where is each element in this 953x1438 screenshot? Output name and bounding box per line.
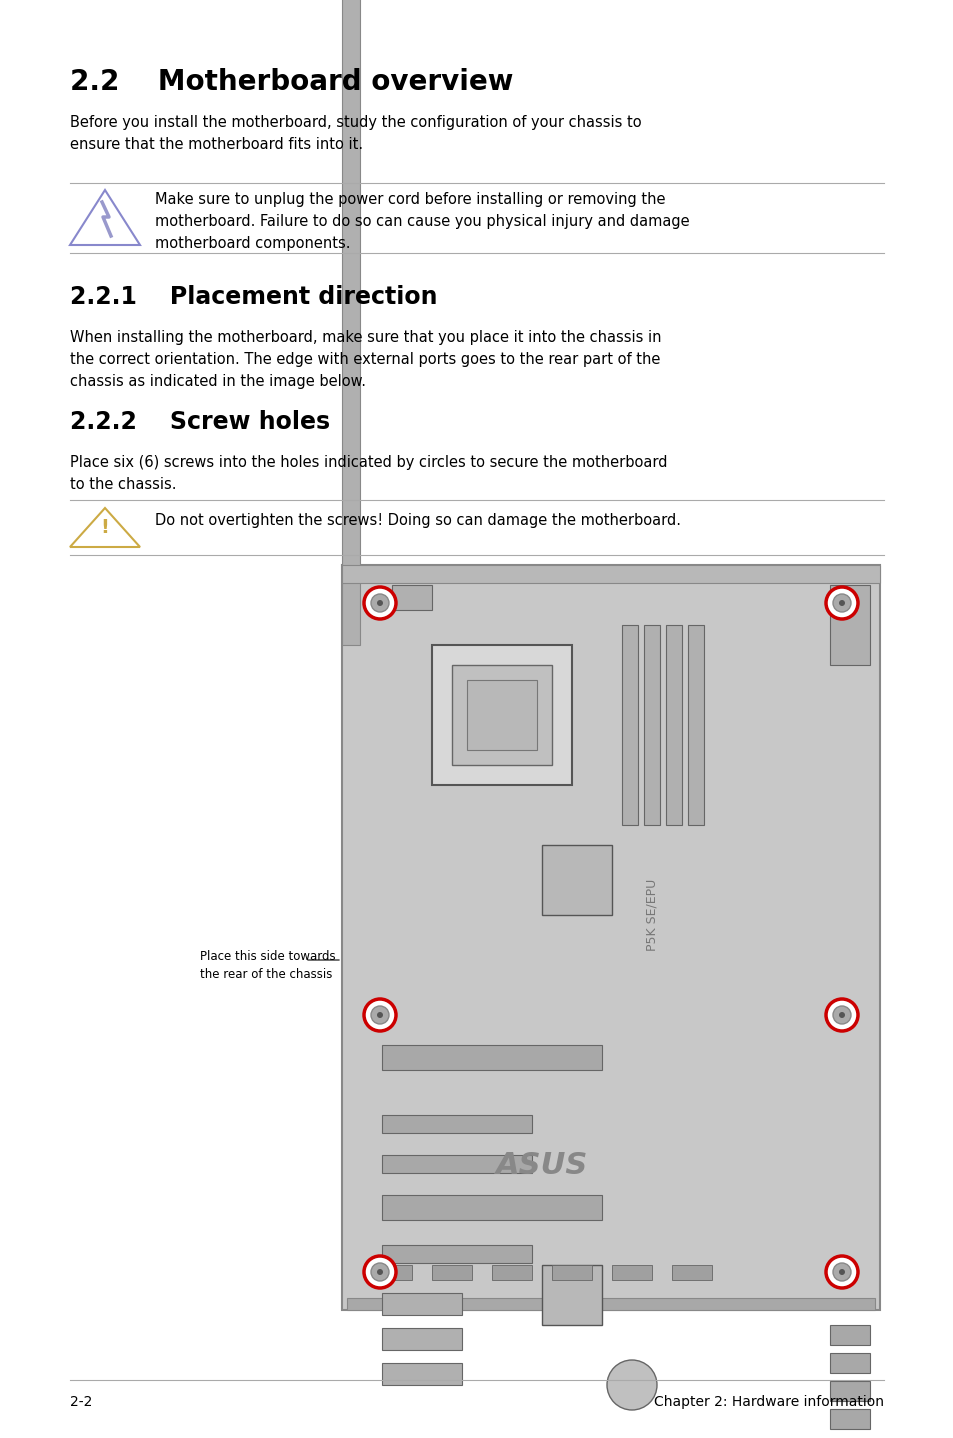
Circle shape	[838, 1012, 844, 1018]
FancyBboxPatch shape	[341, 565, 879, 582]
FancyBboxPatch shape	[381, 1155, 532, 1173]
Text: 2.2.1    Placement direction: 2.2.1 Placement direction	[70, 285, 437, 309]
Circle shape	[376, 1012, 382, 1018]
FancyBboxPatch shape	[552, 1265, 592, 1280]
FancyBboxPatch shape	[665, 626, 681, 825]
Text: !: !	[100, 518, 110, 536]
Circle shape	[376, 1268, 382, 1276]
Circle shape	[364, 1255, 395, 1288]
FancyBboxPatch shape	[671, 1265, 711, 1280]
Text: 2.2    Motherboard overview: 2.2 Motherboard overview	[70, 68, 513, 96]
FancyBboxPatch shape	[687, 626, 703, 825]
FancyBboxPatch shape	[492, 1265, 532, 1280]
Circle shape	[371, 1263, 389, 1281]
FancyBboxPatch shape	[381, 1195, 601, 1219]
FancyBboxPatch shape	[829, 1324, 869, 1345]
FancyBboxPatch shape	[829, 1353, 869, 1373]
FancyBboxPatch shape	[381, 1114, 532, 1133]
FancyBboxPatch shape	[372, 1265, 412, 1280]
Text: Before you install the motherboard, study the configuration of your chassis to
e: Before you install the motherboard, stud…	[70, 115, 641, 152]
Text: Chapter 2: Hardware information: Chapter 2: Hardware information	[654, 1395, 883, 1409]
FancyBboxPatch shape	[392, 585, 432, 610]
FancyBboxPatch shape	[829, 1380, 869, 1401]
FancyBboxPatch shape	[829, 1409, 869, 1429]
Circle shape	[832, 594, 850, 613]
Circle shape	[825, 999, 857, 1031]
Text: Do not overtighten the screws! Doing so can damage the motherboard.: Do not overtighten the screws! Doing so …	[154, 513, 680, 528]
Circle shape	[364, 587, 395, 618]
FancyBboxPatch shape	[643, 626, 659, 825]
Text: When installing the motherboard, make sure that you place it into the chassis in: When installing the motherboard, make su…	[70, 329, 660, 390]
Circle shape	[838, 600, 844, 605]
Text: 2.2.2    Screw holes: 2.2.2 Screw holes	[70, 410, 330, 434]
Text: Place six (6) screws into the holes indicated by circles to secure the motherboa: Place six (6) screws into the holes indi…	[70, 454, 667, 492]
Circle shape	[832, 1263, 850, 1281]
FancyBboxPatch shape	[381, 1045, 601, 1070]
Text: 2-2: 2-2	[70, 1395, 92, 1409]
Circle shape	[825, 587, 857, 618]
FancyBboxPatch shape	[341, 565, 879, 1310]
Circle shape	[838, 1268, 844, 1276]
FancyBboxPatch shape	[381, 1329, 461, 1350]
Circle shape	[825, 1255, 857, 1288]
FancyBboxPatch shape	[541, 846, 612, 915]
FancyBboxPatch shape	[432, 646, 572, 785]
FancyBboxPatch shape	[381, 1363, 461, 1385]
FancyBboxPatch shape	[381, 1293, 461, 1314]
Text: P5K SE/EPU: P5K SE/EPU	[645, 879, 658, 951]
FancyBboxPatch shape	[541, 1265, 601, 1324]
FancyBboxPatch shape	[432, 1265, 472, 1280]
FancyBboxPatch shape	[829, 585, 869, 664]
Circle shape	[606, 1360, 657, 1411]
Text: Make sure to unplug the power cord before installing or removing the
motherboard: Make sure to unplug the power cord befor…	[154, 193, 689, 252]
Circle shape	[832, 1007, 850, 1024]
Circle shape	[371, 594, 389, 613]
Circle shape	[376, 600, 382, 605]
FancyBboxPatch shape	[347, 1299, 874, 1310]
FancyBboxPatch shape	[341, 0, 359, 646]
Circle shape	[364, 999, 395, 1031]
FancyBboxPatch shape	[612, 1265, 651, 1280]
FancyBboxPatch shape	[452, 664, 552, 765]
FancyBboxPatch shape	[621, 626, 638, 825]
Text: ASUS: ASUS	[496, 1150, 588, 1179]
FancyBboxPatch shape	[467, 680, 537, 751]
FancyBboxPatch shape	[381, 1245, 532, 1263]
Circle shape	[371, 1007, 389, 1024]
Text: Place this side towards
the rear of the chassis: Place this side towards the rear of the …	[200, 951, 335, 981]
